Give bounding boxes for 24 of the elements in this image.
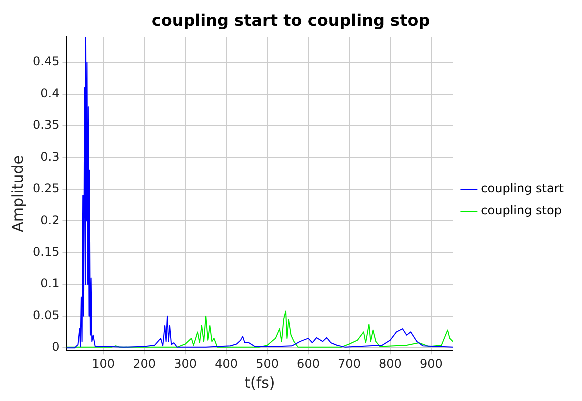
x-tick-label: 400 — [215, 356, 238, 371]
y-tick-label: 0.35 — [33, 118, 60, 132]
y-tick-label: 0.1 — [40, 276, 60, 291]
y-axis-title: Amplitude — [8, 155, 27, 232]
legend-label: coupling stop — [481, 204, 562, 218]
y-tick-label: 0.45 — [33, 54, 60, 69]
y-tick-label: 0.15 — [33, 245, 60, 260]
x-tick-label: 600 — [297, 356, 320, 371]
x-tick-label: 900 — [420, 356, 443, 371]
x-tick-label: 500 — [256, 356, 279, 371]
y-tick-label: 0.25 — [33, 182, 60, 196]
x-tick-label: 200 — [133, 356, 156, 371]
x-tick-label: 800 — [379, 356, 402, 371]
y-tick-label: 0.05 — [33, 308, 60, 322]
legend-label: coupling start — [481, 182, 564, 196]
x-tick-label: 300 — [174, 356, 198, 371]
x-tick-label: 700 — [338, 356, 361, 371]
y-tick-label: 0 — [52, 340, 60, 354]
chart-title: coupling start to coupling stop — [152, 10, 430, 30]
y-tick-label: 0.2 — [40, 213, 60, 228]
y-tick-label: 0.3 — [40, 150, 60, 164]
y-tick-label: 0.4 — [40, 86, 60, 100]
x-axis-title: t(fs) — [244, 374, 276, 392]
x-tick-label: 100 — [92, 356, 116, 371]
